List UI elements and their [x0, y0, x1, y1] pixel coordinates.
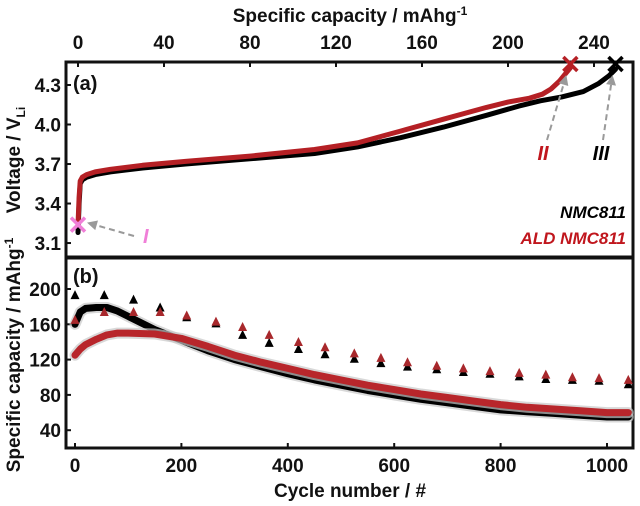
- top-x-tick-label: 0: [73, 33, 84, 54]
- arrow-I-head: [87, 220, 98, 231]
- ald-nmc811-check-point: [182, 310, 192, 320]
- arrow-II-head: [558, 75, 569, 87]
- panel-a-y-tick-label: 3.1: [35, 234, 62, 255]
- nmc811-check-point: [264, 337, 274, 347]
- nmc811-check-point: [320, 349, 330, 359]
- nmc811-voltage-curve: [75, 66, 618, 235]
- marker-III-x-stroke: [607, 55, 624, 73]
- nmc811-check-point: [293, 344, 303, 354]
- top-x-tick-label: 120: [320, 33, 352, 54]
- panel-b-y-tick-label: 40: [40, 421, 61, 442]
- panel-b-y-tick-label: 120: [29, 351, 61, 372]
- label-II: II: [537, 143, 549, 165]
- ald-nmc811-check-point: [264, 329, 274, 339]
- panel-b-y-title-text: Specific capacity / mAhg: [4, 248, 25, 472]
- panel-b-frame: [64, 256, 635, 450]
- top-x-tick-label: 80: [239, 33, 260, 54]
- panel-a-y-tick-label: 3.7: [35, 155, 61, 176]
- panel-a-y-tick-label: 4.3: [35, 76, 61, 97]
- ald-nmc811-check-point: [541, 369, 551, 379]
- marker-III-x: [607, 55, 624, 73]
- panel-a-annotations: III III: [69, 55, 624, 248]
- arrow-III-head: [606, 75, 617, 86]
- legend-ald-nmc811: ALD NMC811: [520, 229, 626, 248]
- nmc811-check-point: [70, 290, 80, 300]
- top-x-tick-label: 240: [578, 33, 610, 54]
- panel-a-label: (a): [73, 73, 97, 95]
- nmc811-check-point: [376, 358, 386, 368]
- ald-nmc811-check-point: [594, 373, 604, 383]
- top-x-tick-label: 160: [406, 33, 438, 54]
- bottom-axis-title: Cycle number / #: [274, 481, 426, 502]
- marker-II-x-stroke: [562, 55, 579, 73]
- ald-nmc811-check-point: [458, 363, 468, 373]
- panel-b-y-tick-label: 200: [29, 280, 61, 301]
- nmc811-check-point: [238, 329, 248, 339]
- panel-b-ticks: 0 200 400 600 800 1000 200 160 120 80 40: [29, 280, 628, 477]
- panel-b-label: (b): [73, 266, 99, 288]
- ald-nmc811-check-point: [99, 306, 109, 316]
- ald-nmc811-check-point: [485, 366, 495, 376]
- panel-b-y-tick-label: 160: [29, 315, 61, 336]
- ald-nmc811-check-point: [403, 357, 412, 367]
- ald-nmc811-check-point: [129, 306, 139, 316]
- top-axis-title-sup: -1: [457, 4, 468, 18]
- arrow-I-shaft: [96, 224, 135, 237]
- arrow-II: [546, 75, 569, 141]
- ald-nmc811-check-point: [376, 352, 386, 362]
- bottom-x-tick-label: 800: [485, 456, 517, 477]
- ald-nmc811-check-point: [567, 372, 577, 382]
- ald-nmc811-check-point: [238, 321, 248, 331]
- panel-a-y-tick-label: 3.4: [35, 195, 62, 216]
- bottom-x-tick-label: 600: [378, 456, 410, 477]
- marker-II-x: [562, 55, 579, 73]
- ald-nmc811-check-point: [514, 367, 524, 377]
- bottom-x-tick-label: 200: [166, 456, 198, 477]
- ald-nmc811-check-point: [155, 306, 165, 316]
- nmc811-check-point: [349, 353, 359, 363]
- top-x-tick-label: 200: [492, 33, 524, 54]
- ald-nmc811-check-point: [293, 336, 303, 346]
- ald-nmc811-voltage-curve: [75, 65, 573, 228]
- panel-a-y-tick-label: 4.0: [35, 116, 61, 137]
- label-III: III: [593, 143, 610, 165]
- marker-I-x-stroke: [69, 216, 87, 233]
- panel-b-y-title-sup: -1: [2, 237, 16, 248]
- bottom-x-tick-label: 1000: [586, 456, 628, 477]
- bottom-x-tick-label: 0: [70, 456, 81, 477]
- panel-a-ticks: 0 40 80 120 160 200 240 4.3 4.0 3.7 3.4 3.1: [35, 33, 610, 255]
- label-I: I: [143, 226, 149, 248]
- arrow-I: [87, 220, 135, 237]
- ald-nmc811-check-point: [70, 314, 80, 324]
- top-axis-title-text: Specific capacity / mAhg: [233, 6, 457, 27]
- ald-nmc811-check-point: [211, 316, 221, 326]
- legend-nmc811: NMC811: [560, 203, 626, 222]
- ald-nmc811-check-point: [349, 348, 359, 358]
- bottom-x-tick-label: 400: [272, 456, 304, 477]
- nmc811-check-point: [99, 290, 109, 300]
- nmc811-check-point: [129, 294, 139, 304]
- panel-a-data: [75, 65, 618, 235]
- arrow-III: [602, 75, 617, 141]
- panel-a-y-title-sub: Li: [14, 107, 28, 118]
- marker-I-x: [69, 216, 87, 233]
- panel-b-y-title: Specific capacity / mAhg-1: [2, 237, 25, 472]
- panel-a-y-title-text: Voltage / V: [4, 117, 25, 213]
- top-axis-title: Specific capacity / mAhg-1: [233, 4, 468, 27]
- arrow-II-shaft: [546, 84, 565, 141]
- ald-nmc811-capacity-trace: [71, 329, 632, 417]
- panel-b-y-tick-label: 80: [40, 386, 61, 407]
- panel-b-data: [69, 290, 634, 423]
- panel-a-y-title: Voltage / VLi: [4, 107, 28, 213]
- top-x-tick-label: 40: [153, 33, 174, 54]
- ald-nmc811-check-point: [623, 374, 633, 384]
- ald-nmc811-check-point: [432, 360, 442, 370]
- arrow-III-shaft: [602, 84, 613, 141]
- ald-nmc811-check-point: [320, 342, 330, 352]
